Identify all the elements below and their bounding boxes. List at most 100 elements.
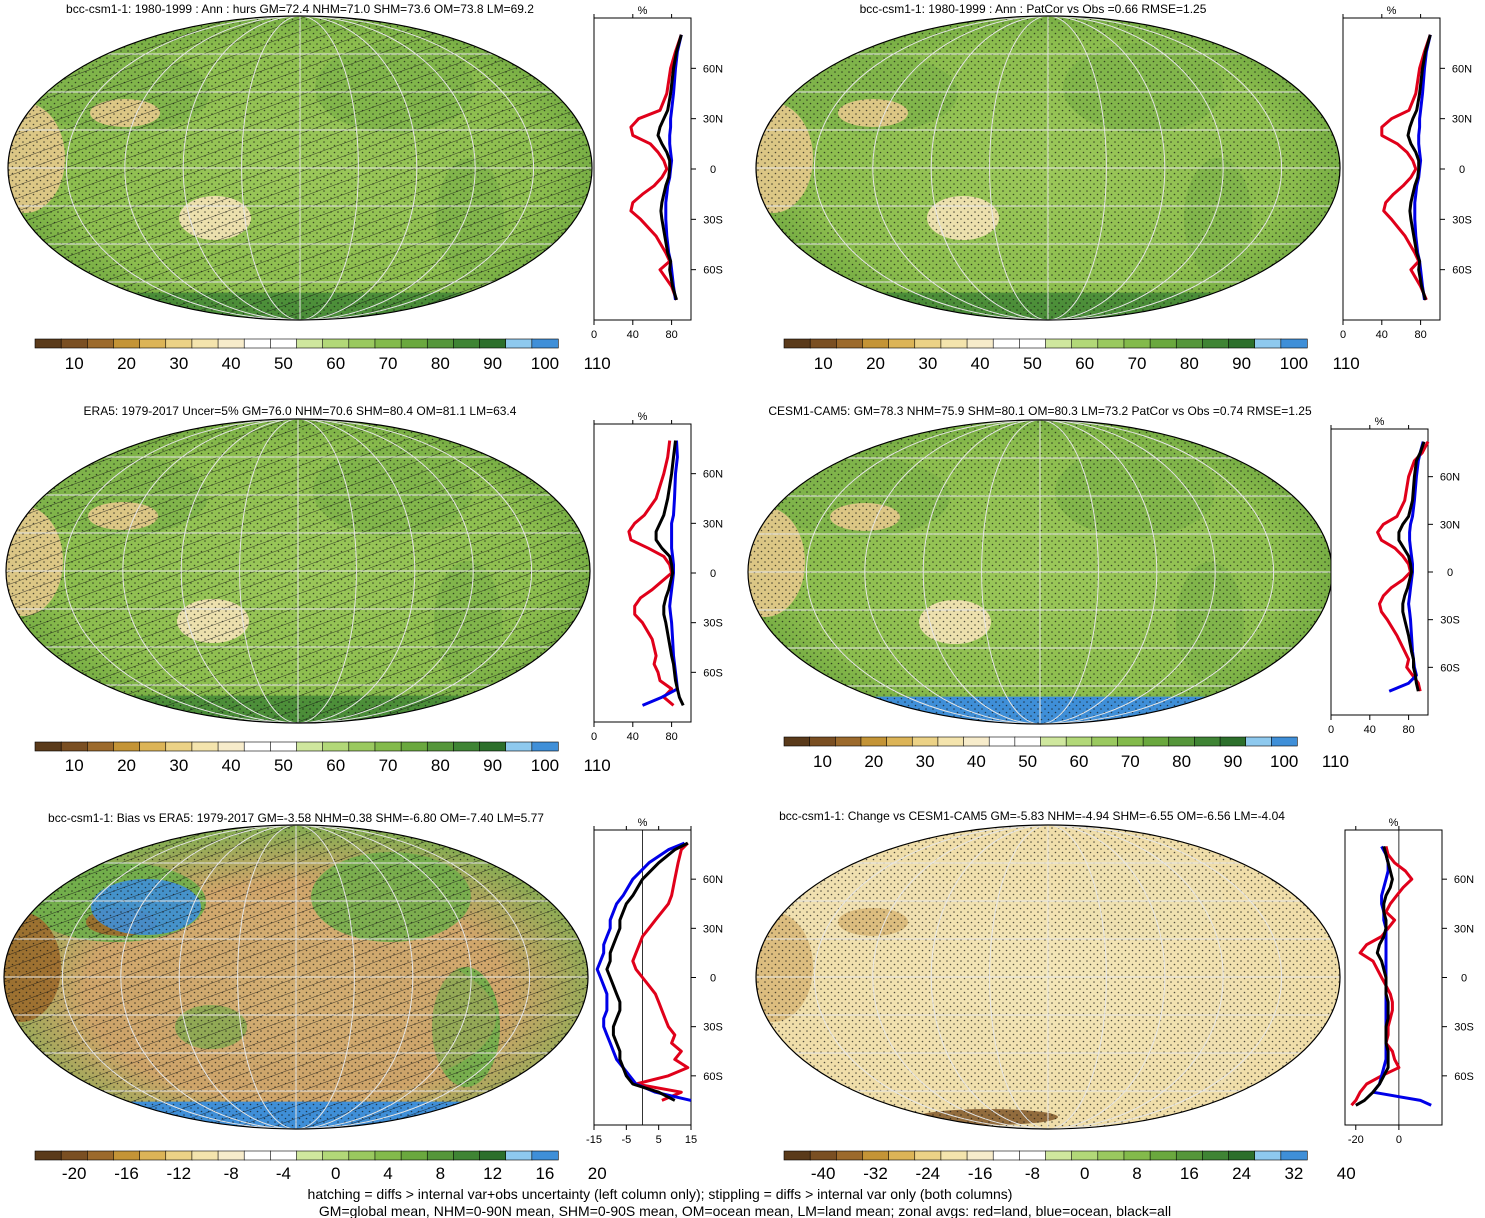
- colorbar-box: [505, 1150, 533, 1161]
- zonal-lat-label: 0: [710, 973, 716, 985]
- zonal-series-line: [1380, 34, 1432, 301]
- zonal-xtick-label: 80: [1414, 329, 1426, 341]
- colorbar-tick-label: 100: [531, 756, 559, 775]
- zonal-lat-label: 30N: [1454, 923, 1474, 935]
- colorbar-box: [453, 741, 481, 752]
- panel-4-colorbar: 10 20 30 40 50 60 70 80 90 100 110: [783, 736, 1349, 771]
- zonal-xtick-label: 5: [656, 1134, 662, 1146]
- colorbar-tick-label: 40: [967, 752, 986, 771]
- colorbar-box: [1280, 338, 1308, 349]
- zonal-xtick-label: 80: [1402, 724, 1414, 736]
- colorbar-box: [1097, 338, 1125, 349]
- zonal-lat-label: 60N: [1454, 874, 1474, 886]
- colorbar-tick-label: 20: [864, 752, 883, 771]
- colorbar-tick-label: 60: [1075, 354, 1094, 373]
- colorbar-box: [34, 338, 62, 349]
- colorbar-box: [191, 338, 219, 349]
- zonal-lat-label: 60N: [703, 63, 723, 75]
- colorbar-box: [914, 1150, 942, 1161]
- colorbar-box: [1123, 338, 1151, 349]
- colorbar-tick-label: 90: [1232, 354, 1251, 373]
- colorbar-box: [1149, 338, 1177, 349]
- colorbar-box: [1245, 736, 1272, 747]
- zonal-lat-label: 60N: [703, 874, 723, 886]
- colorbar-box: [113, 338, 141, 349]
- colorbar-box: [783, 1150, 811, 1161]
- colorbar-box: [835, 338, 864, 349]
- panel-5-title: bcc-csm1-1: Bias vs ERA5: 1979-2017 GM=-…: [48, 811, 544, 825]
- zonal-lat-label: 30S: [1452, 214, 1472, 226]
- colorbar-tick-label: 60: [1070, 752, 1089, 771]
- colorbar-box: [1045, 338, 1073, 349]
- zonal-series-line: [1350, 846, 1414, 1107]
- colorbar-box: [1117, 736, 1144, 747]
- zonal-lat-label: 60S: [1454, 1071, 1474, 1083]
- colorbar-tick-label: 100: [531, 354, 559, 373]
- colorbar-box: [963, 736, 990, 747]
- colorbar-box: [862, 338, 890, 349]
- colorbar-box: [270, 741, 298, 752]
- colorbar-box: [1271, 736, 1298, 747]
- colorbar-tick-label: 70: [379, 756, 398, 775]
- colorbar-tick-label: 80: [431, 354, 450, 373]
- colorbar-box: [1091, 736, 1119, 747]
- colorbar-box: [453, 338, 481, 349]
- zonal-xtick-label: 0: [1340, 329, 1346, 341]
- colorbar-box: [809, 1150, 837, 1161]
- colorbar-box: [809, 736, 836, 747]
- zonal-lat-label: 30S: [703, 1022, 723, 1034]
- panel-2-title: bcc-csm1-1: 1980-1999 : Ann : PatCor vs …: [860, 2, 1207, 16]
- colorbar-box: [1071, 338, 1099, 349]
- panel-1-map: [7, 15, 593, 321]
- colorbar-box: [479, 338, 507, 349]
- panel-4-title: CESM1-CAM5: GM=78.3 NHM=75.9 SHM=80.1 OM…: [768, 404, 1312, 418]
- colorbar-tick-label: 10: [65, 756, 84, 775]
- colorbar-box: [243, 338, 271, 349]
- panel-1-colorbar: 10 20 30 40 50 60 70 80 90 100 110: [34, 338, 611, 373]
- zonal-lat-label: 30S: [703, 214, 723, 226]
- map-field: [6, 419, 590, 723]
- colorbar-box: [270, 338, 298, 349]
- colorbar-tick-label: 50: [274, 756, 293, 775]
- colorbar-box: [322, 741, 350, 752]
- colorbar-box: [1202, 1150, 1230, 1161]
- colorbar-box: [322, 1150, 350, 1161]
- colorbar-tick-label: 16: [1180, 1164, 1199, 1183]
- zonal-series-line: [654, 440, 685, 707]
- colorbar-box: [911, 736, 939, 747]
- zonal-lat-label: 60S: [703, 667, 723, 679]
- colorbar-tick-label: 24: [1232, 1164, 1251, 1183]
- colorbar-box: [374, 741, 402, 752]
- colorbar-tick-label: -16: [114, 1164, 139, 1183]
- colorbar-box: [191, 1150, 219, 1161]
- colorbar-box: [87, 741, 115, 752]
- colorbar-tick-label: -40: [811, 1164, 836, 1183]
- zonal-series-line: [1406, 34, 1432, 301]
- colorbar-tick-label: 32: [1284, 1164, 1303, 1183]
- zonal-lat-label: 60S: [1440, 662, 1460, 674]
- panel-1-zonal-plot: % 0 40 80 60N 30N 0 30S 60S: [591, 5, 723, 341]
- colorbar-box: [60, 1150, 88, 1161]
- colorbar-tick-label: 16: [535, 1164, 554, 1183]
- zonal-series-line: [627, 440, 675, 707]
- panel-6-colorbar: -40 -32 -24 -16 -8 0 8 16 24 32 40: [783, 1150, 1356, 1183]
- colorbar-tick-label: 100: [1270, 752, 1298, 771]
- zonal-lat-label: 30N: [703, 923, 723, 935]
- colorbar-tick-label: 110: [584, 354, 611, 373]
- colorbar-box: [34, 741, 62, 752]
- zonal-lat-label: 60S: [703, 1071, 723, 1083]
- colorbar-box: [322, 338, 350, 349]
- panel-3-zonal-plot: % 0 40 80 60N 30N 0 30S 60S: [591, 411, 723, 743]
- zonal-series-line: [605, 841, 689, 1102]
- zonal-lat-label: 60N: [703, 469, 723, 481]
- panel-2-zonal-plot: % 0 40 80 60N 30N 0 30S 60S: [1340, 5, 1472, 341]
- colorbar-box: [217, 338, 245, 349]
- zonal-unit-label: %: [638, 817, 648, 829]
- colorbar-box: [940, 1150, 968, 1161]
- colorbar-box: [1071, 1150, 1099, 1161]
- colorbar-tick-label: 110: [1333, 354, 1360, 373]
- colorbar-box: [113, 1150, 141, 1161]
- panel-5-zonal-plot: % -15 -5 5 15 60N 30N 0 30S 60S: [586, 817, 723, 1146]
- panel-1-title: bcc-csm1-1: 1980-1999 : Ann : hurs GM=72…: [66, 2, 534, 16]
